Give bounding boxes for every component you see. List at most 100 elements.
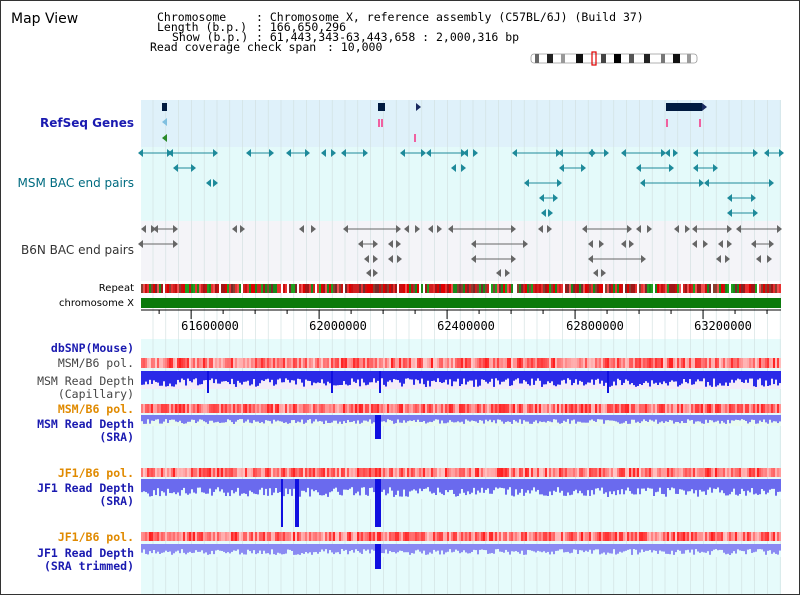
repeat-track[interactable] <box>141 284 781 293</box>
polymorphism-cell <box>645 532 647 541</box>
depth-bar <box>161 415 163 424</box>
track-label-jf1-b6-pol-2[interactable]: JF1/B6 pol. <box>57 530 134 544</box>
track-label-repeat[interactable]: Repeat <box>98 283 134 294</box>
chromosome-bar[interactable] <box>141 298 781 308</box>
depth-bar <box>437 415 439 420</box>
polymorphism-cell <box>177 468 179 477</box>
polymorphism-cell <box>481 358 483 368</box>
depth-bar <box>193 415 195 420</box>
polymorphism-cell <box>559 468 561 477</box>
depth-bar <box>345 371 347 385</box>
jf1-read-depth-sra-bars[interactable] <box>141 479 781 527</box>
polymorphism-cell <box>653 532 655 541</box>
depth-bar <box>233 479 235 494</box>
polymorphism-cell <box>665 468 667 477</box>
msm-bac-features[interactable] <box>138 149 784 217</box>
polymorphism-cell <box>343 404 345 413</box>
depth-bar <box>203 371 205 381</box>
track-label-dbsnp[interactable]: dbSNP(Mouse) <box>50 341 134 355</box>
track-label-b6n-bac[interactable]: B6N BAC end pairs <box>21 243 134 257</box>
track-label-jf1-depth-trimmed[interactable]: JF1 Read Depth <box>37 546 134 560</box>
polymorphism-cell <box>153 468 155 477</box>
polymorphism-cell <box>273 532 275 541</box>
track-label-chromosome[interactable]: chromosome X <box>59 298 134 309</box>
repeat-segment <box>265 284 267 293</box>
msm-read-depth-sra-bars[interactable] <box>141 415 781 439</box>
depth-bar <box>597 371 599 379</box>
depth-bar <box>333 415 335 421</box>
polymorphism-cell <box>663 404 665 413</box>
track-label-msm-b6-pol-2[interactable]: MSM/B6 pol. <box>57 402 134 416</box>
depth-bar <box>647 371 649 383</box>
depth-bar <box>705 544 707 553</box>
polymorphism-cell <box>617 358 619 368</box>
jf1-b6-pol-heatstrip[interactable] <box>141 468 781 477</box>
depth-bar <box>503 544 505 553</box>
repeat-segment <box>581 284 583 293</box>
polymorphism-cell <box>513 404 515 413</box>
jf1-b6-pol-trimmed-heatstrip[interactable] <box>141 532 781 541</box>
msm-b6-pol-heatstrip[interactable] <box>141 358 781 368</box>
polymorphism-cell <box>475 468 477 477</box>
track-label-jf1-depth-sra[interactable]: JF1 Read Depth <box>37 481 134 495</box>
track-label-refseq[interactable]: RefSeq Genes <box>40 116 134 130</box>
chromosome-ideogram[interactable] <box>530 51 698 66</box>
depth-bar <box>443 544 445 555</box>
depth-bar <box>759 479 761 495</box>
depth-bar <box>557 479 559 488</box>
depth-bar <box>255 479 257 495</box>
polymorphism-cell <box>365 404 367 413</box>
polymorphism-cell <box>273 468 275 477</box>
polymorphism-cell <box>491 404 493 413</box>
msm-b6-pol-sra-heatstrip[interactable] <box>141 404 781 413</box>
depth-bar <box>745 544 747 555</box>
depth-bar <box>449 479 451 491</box>
msm-read-depth-capillary-bars[interactable] <box>141 371 781 393</box>
track-label-msm-depth-capillary[interactable]: MSM Read Depth <box>37 374 134 388</box>
repeat-segment <box>705 284 707 293</box>
b6n-bac-features[interactable] <box>138 225 782 277</box>
depth-bar <box>771 544 773 554</box>
track-label-msm-b6-pol[interactable]: MSM/B6 pol. <box>57 356 134 370</box>
depth-bar <box>621 544 623 553</box>
polymorphism-cell <box>725 404 727 413</box>
polymorphism-cell <box>361 404 363 413</box>
depth-bar <box>741 479 743 489</box>
repeat-segment <box>687 284 689 293</box>
polymorphism-cell <box>339 468 341 477</box>
depth-bar <box>709 415 711 421</box>
track-label-jf1-b6-pol[interactable]: JF1/B6 pol. <box>57 466 134 480</box>
depth-bar <box>387 415 389 420</box>
repeat-segment <box>361 284 363 293</box>
depth-bar <box>717 544 719 551</box>
polymorphism-cell <box>263 468 265 477</box>
depth-bar <box>167 479 169 489</box>
repeat-segment <box>399 284 401 293</box>
refseq-gene-features[interactable] <box>162 103 707 142</box>
polymorphism-cell <box>689 404 691 413</box>
depth-bar <box>579 544 581 551</box>
repeat-segment <box>371 284 373 293</box>
depth-bar <box>273 544 275 555</box>
track-label-msm-bac[interactable]: MSM BAC end pairs <box>17 176 134 190</box>
polymorphism-cell <box>583 358 585 368</box>
depth-bar <box>195 544 197 551</box>
track-label-msm-depth-sra[interactable]: MSM Read Depth <box>37 417 134 431</box>
polymorphism-cell <box>441 404 443 413</box>
depth-bar <box>435 371 437 382</box>
depth-bar <box>267 544 269 554</box>
polymorphism-cell <box>765 358 767 368</box>
depth-bar <box>487 415 489 422</box>
polymorphism-cell <box>373 532 375 541</box>
depth-bar <box>251 479 253 493</box>
jf1-read-depth-trimmed-bars[interactable] <box>141 544 781 569</box>
chromosome-label: Chromosome <box>157 10 227 24</box>
polymorphism-cell <box>219 532 221 541</box>
polymorphism-cell <box>199 468 201 477</box>
polymorphism-cell <box>367 358 369 368</box>
polymorphism-cell <box>147 532 149 541</box>
polymorphism-cell <box>349 358 351 368</box>
depth-bar <box>153 479 155 491</box>
depth-bar <box>427 544 429 555</box>
